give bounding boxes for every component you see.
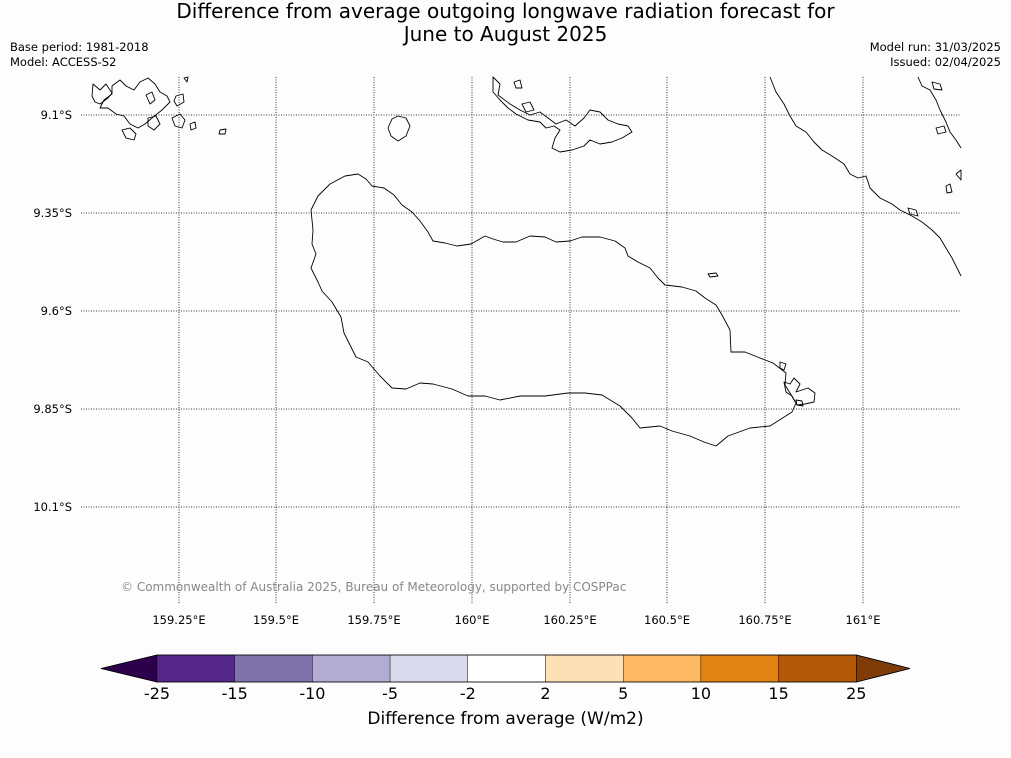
- coastlines: [91, 76, 962, 447]
- colorbar-tick-label: 10: [691, 684, 711, 703]
- colorbar-tick-label: -10: [299, 684, 325, 703]
- lon-label: 160°E: [455, 613, 490, 627]
- islet-coastline: [779, 361, 787, 371]
- chart-title: Difference from average outgoing longwav…: [0, 0, 1011, 46]
- islet-coastline: [907, 207, 919, 217]
- lon-label: 160.75°E: [738, 613, 791, 627]
- islet-coastline: [173, 93, 185, 107]
- colorbar-segment: [312, 654, 391, 683]
- colorbar-segment: [778, 654, 857, 683]
- model-run: Model run: 31/03/2025: [869, 40, 1001, 54]
- malaita-coastline: [917, 76, 962, 149]
- copyright-notice: © Commonwealth of Australia 2025, Bureau…: [121, 580, 627, 594]
- colorbar-tick-label: -5: [382, 684, 398, 703]
- lon-label: 160.25°E: [543, 613, 596, 627]
- colorbar-segment: [467, 654, 546, 683]
- florida-islands-coastline: [492, 76, 633, 153]
- meta-left: Base period: 1981-2018 Model: ACCESS-S2: [10, 40, 149, 70]
- model-name: Model: ACCESS-S2: [10, 55, 117, 69]
- lat-label: 9.85°S: [33, 402, 72, 416]
- lat-label: 10.1°S: [33, 500, 72, 514]
- colorbar-under-arrow: [100, 654, 158, 683]
- colorbar-tick-label: -15: [222, 684, 248, 703]
- colorbar-over-arrow: [855, 654, 911, 683]
- colorbar-segment: [545, 654, 624, 683]
- colorbar-ticks: -25 -15 -10 -5 -2 2 5 10 15 25: [144, 684, 867, 703]
- lat-gridlines: [81, 114, 961, 508]
- lon-label: 160.5°E: [644, 613, 690, 627]
- base-period: Base period: 1981-2018: [10, 40, 149, 54]
- colorbar-tick-label: -25: [144, 684, 170, 703]
- title-line-2: June to August 2025: [403, 22, 608, 46]
- islet-coastline: [935, 125, 947, 135]
- colorbar-label: Difference from average (W/m2): [367, 709, 644, 729]
- map-frame: [81, 77, 961, 604]
- marau-islets-coastline: [783, 377, 816, 406]
- colorbar-segment: [234, 654, 313, 683]
- islet-coastline: [945, 183, 953, 194]
- colorbar-tick-label: 15: [768, 684, 788, 703]
- islet-coastline: [121, 127, 137, 141]
- savo-island-coastline: [387, 115, 411, 142]
- lon-label: 159.75°E: [347, 613, 400, 627]
- colorbar-outline: [100, 654, 911, 683]
- islet-coastline: [795, 399, 804, 407]
- russell-islands-coastline: [91, 83, 113, 105]
- lon-label: 159.5°E: [253, 613, 299, 627]
- islet-coastline: [183, 76, 189, 83]
- lat-label: 9.6°S: [41, 304, 72, 318]
- issued-date: Issued: 02/04/2025: [890, 55, 1001, 69]
- islet-coastline: [955, 169, 962, 181]
- colorbar-tick-label: 2: [540, 684, 550, 703]
- colorbar-tick-label: 5: [618, 684, 628, 703]
- islet-coastline: [189, 121, 197, 131]
- islet-coastline: [145, 91, 156, 105]
- islet-coastline: [147, 115, 161, 131]
- map-canvas: 9.1°S 9.35°S 9.6°S 9.85°S 10.1°S 159.25°…: [33, 76, 962, 627]
- lon-label: 161°E: [846, 613, 881, 627]
- islet-coastline: [521, 101, 535, 113]
- colorbar-segment: [389, 654, 469, 683]
- islet-coastline: [513, 79, 523, 89]
- colorbar-segment: [623, 654, 702, 683]
- lon-gridlines: [178, 77, 864, 604]
- malaita-coastline: [769, 76, 962, 277]
- colorbar-segment: [700, 654, 779, 683]
- lat-label: 9.1°S: [41, 108, 72, 122]
- colorbar-segment: [156, 654, 235, 683]
- colorbar-tick-label: -2: [460, 684, 476, 703]
- islet-coastline: [931, 81, 943, 91]
- lon-label: 159.25°E: [152, 613, 205, 627]
- lat-label: 9.35°S: [33, 206, 72, 220]
- russell-islands-coastline: [99, 77, 171, 129]
- meta-right: Model run: 31/03/2025 Issued: 02/04/2025: [870, 40, 1001, 70]
- title-line-1: Difference from average outgoing longwav…: [176, 0, 835, 23]
- islet-coastline: [707, 272, 719, 278]
- islet-coastline: [171, 113, 186, 129]
- colorbar-tick-label: 25: [846, 684, 866, 703]
- islet-coastline: [218, 128, 227, 135]
- colorbar-segments: [100, 654, 911, 683]
